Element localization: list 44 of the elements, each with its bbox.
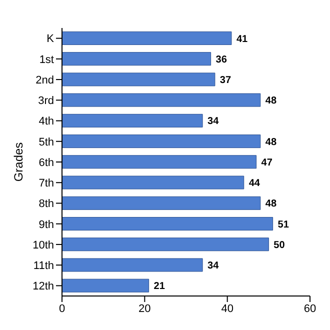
bar [62, 134, 261, 148]
bar [62, 258, 203, 272]
y-tick-label: 4th [38, 116, 54, 128]
bar [62, 114, 203, 128]
data-label: 34 [208, 260, 220, 272]
x-tick-label: 0 [58, 302, 66, 315]
y-tick-label: 5th [38, 136, 54, 148]
y-tick-label: 12th [32, 280, 54, 293]
data-label: 36 [216, 54, 228, 66]
y-tick-label: 10th [32, 239, 54, 252]
data-label: 48 [265, 198, 277, 210]
data-label: 51 [278, 219, 290, 230]
x-tick-label: 20 [138, 302, 151, 315]
data-label: 50 [274, 240, 286, 251]
y-tick-label: 7th [38, 178, 54, 190]
bar [62, 217, 274, 230]
y-axis-title: Grades [11, 142, 26, 182]
bar [62, 176, 244, 190]
bar [62, 196, 261, 210]
y-tick-label: 9th [38, 218, 54, 231]
data-label: 47 [261, 157, 273, 168]
data-label: 34 [208, 116, 220, 128]
y-tick-label: 2nd [36, 74, 54, 86]
y-tick-label: 1st [39, 54, 54, 66]
bar [62, 31, 232, 45]
bar [62, 278, 150, 292]
data-label: 37 [220, 74, 232, 86]
bar [62, 52, 212, 66]
bar [62, 155, 257, 169]
data-label: 21 [154, 281, 166, 292]
y-tick-label: 8th [38, 198, 54, 210]
x-tick-label: 60 [304, 302, 316, 315]
data-label: 41 [236, 34, 248, 45]
y-tick-label: K [46, 33, 55, 46]
x-tick-label: 40 [221, 302, 234, 315]
data-label: 48 [265, 96, 277, 107]
bar [62, 72, 216, 86]
y-tick-label: 11th [33, 260, 54, 272]
data-label: 44 [248, 178, 260, 190]
y-tick-label: 3rd [38, 95, 54, 108]
bar [62, 93, 261, 107]
bar [62, 238, 269, 252]
y-tick-label: 6th [38, 156, 54, 169]
data-label: 48 [265, 136, 277, 148]
